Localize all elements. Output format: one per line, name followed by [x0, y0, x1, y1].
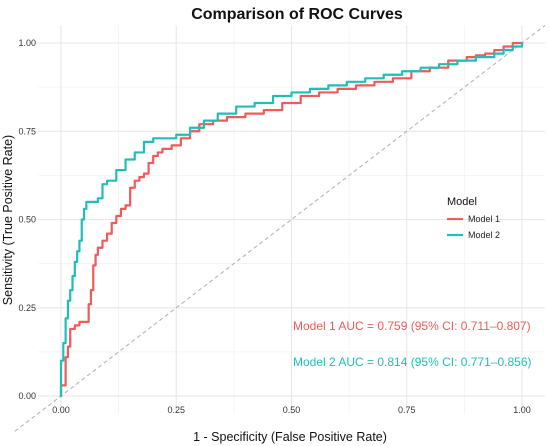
x-axis-title: 1 - Specificity (False Positive Rate): [193, 430, 387, 444]
y-axis-title: Sensitivity (True Positive Rate): [1, 135, 15, 305]
x-tick-label: 0.75: [398, 405, 416, 415]
y-tick-label: 0.00: [18, 391, 36, 401]
reference-diagonal: [14, 24, 546, 432]
auc-annotation-model-1: Model 1 AUC = 0.759 (95% CI: 0.711–0.807…: [293, 319, 531, 333]
y-tick-label: 0.75: [18, 126, 36, 136]
auc-annotation-model-2: Model 2 AUC = 0.814 (95% CI: 0.771–0.856…: [293, 355, 531, 369]
x-tick-label: 1.00: [513, 405, 531, 415]
x-tick-label: 0.50: [283, 405, 301, 415]
x-tick-label: 0.25: [167, 405, 185, 415]
legend-label-model-1: Model 1: [468, 214, 500, 224]
y-tick-label: 0.50: [18, 215, 36, 225]
legend-label-model-2: Model 2: [468, 230, 500, 240]
axis-ticks: 0.00 0.25 0.50 0.75 1.00 0.00 0.25 0.50 0.75 1.00: [18, 38, 530, 415]
legend: Model Model 1 Model 2: [447, 196, 500, 240]
y-tick-label: 0.25: [18, 303, 36, 313]
series-group: [59, 41, 524, 398]
x-tick-label: 0.00: [52, 405, 70, 415]
y-tick-label: 1.00: [18, 38, 36, 48]
legend-title: Model: [447, 196, 477, 208]
reference-line: [14, 24, 546, 432]
roc-curve-model-2: [59, 41, 524, 398]
chart-title: Comparison of ROC Curves: [191, 6, 403, 23]
auc-annotations: Model 1 AUC = 0.759 (95% CI: 0.711–0.807…: [293, 319, 531, 369]
